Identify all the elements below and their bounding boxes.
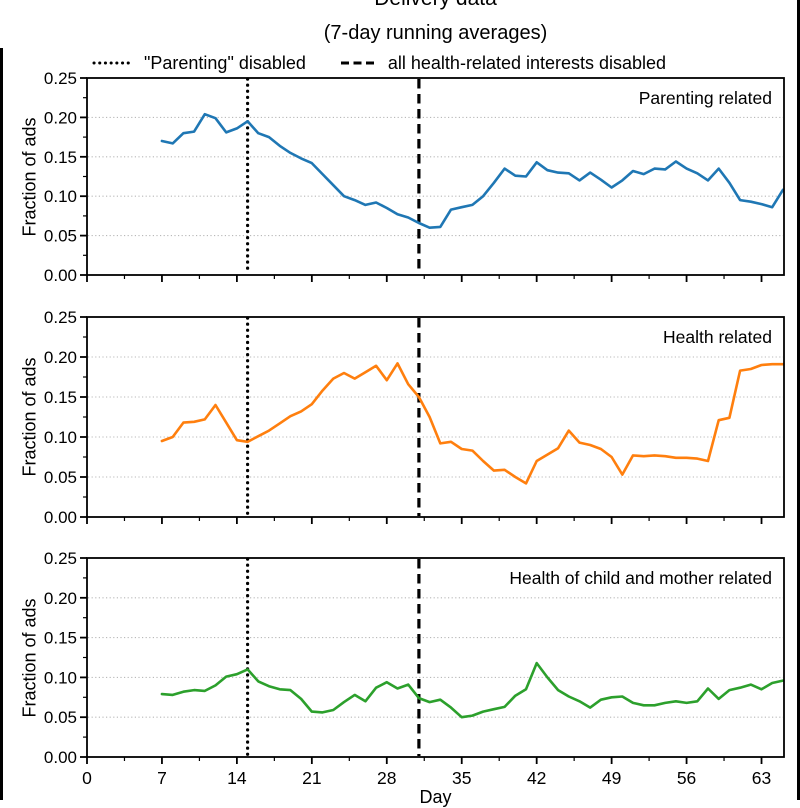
y-tick-label: 0.25	[44, 308, 77, 327]
legend-item-health-disabled: all health-related interests disabled	[340, 53, 666, 74]
y-tick-label: 0.15	[44, 148, 77, 167]
data-line	[160, 112, 785, 229]
x-tick-label: 21	[302, 768, 321, 788]
y-tick-label: 0.05	[44, 468, 77, 487]
panel-label-health: Health related	[663, 327, 772, 347]
y-tick-label: 0.00	[44, 508, 77, 527]
y-tick-label: 0.10	[44, 428, 77, 447]
x-tick-label: 28	[377, 768, 396, 788]
data-line	[160, 362, 785, 485]
x-tick-label: 14	[227, 768, 247, 788]
dotted-line-sample-icon	[92, 61, 134, 65]
y-tick-label: 0.20	[44, 108, 77, 127]
legend-label-parenting-disabled: "Parenting" disabled	[144, 52, 306, 73]
x-tick-label: 56	[677, 768, 696, 788]
y-axis-label-parenting: Fraction of ads	[19, 117, 40, 237]
panel-label-child-mother: Health of child and mother related	[509, 568, 772, 588]
screen-border-right	[797, 0, 800, 800]
y-tick-label: 0.00	[44, 748, 77, 767]
y-tick-label: 0.10	[44, 668, 77, 687]
panel-label-parenting: Parenting related	[638, 88, 772, 108]
legend: "Parenting" disabled all health-related …	[92, 52, 666, 74]
y-tick-label: 0.00	[44, 266, 77, 285]
figure-subtitle: (7-day running averages)	[323, 22, 548, 44]
data-line	[160, 661, 785, 719]
x-axis-label: Day	[419, 787, 452, 807]
y-tick-label: 0.05	[44, 708, 77, 727]
x-tick-label: 7	[157, 768, 167, 788]
y-tick-label: 0.25	[44, 549, 77, 568]
y-tick-label: 0.15	[44, 629, 77, 648]
y-tick-label: 0.25	[44, 69, 77, 88]
figure-title: Delivery data	[87, 0, 784, 11]
x-tick-label: 0	[82, 768, 92, 788]
x-tick-label: 35	[452, 768, 471, 788]
screen-border-left	[0, 48, 3, 800]
y-axis-label-child-mother: Fraction of ads	[19, 598, 40, 718]
y-axis-label-health: Fraction of ads	[19, 357, 40, 477]
y-tick-label: 0.15	[44, 388, 77, 407]
y-tick-label: 0.10	[44, 187, 77, 206]
x-tick-label: 49	[602, 768, 621, 788]
legend-label-health-disabled: all health-related interests disabled	[387, 52, 667, 73]
dashed-line-sample-icon	[340, 61, 377, 65]
y-tick-label: 0.05	[44, 227, 77, 246]
legend-item-parenting-disabled: "Parenting" disabled	[92, 53, 306, 74]
x-tick-label: 42	[527, 768, 546, 788]
y-tick-label: 0.20	[44, 589, 77, 608]
x-tick-label: 63	[752, 768, 771, 788]
y-tick-label: 0.20	[44, 348, 77, 367]
